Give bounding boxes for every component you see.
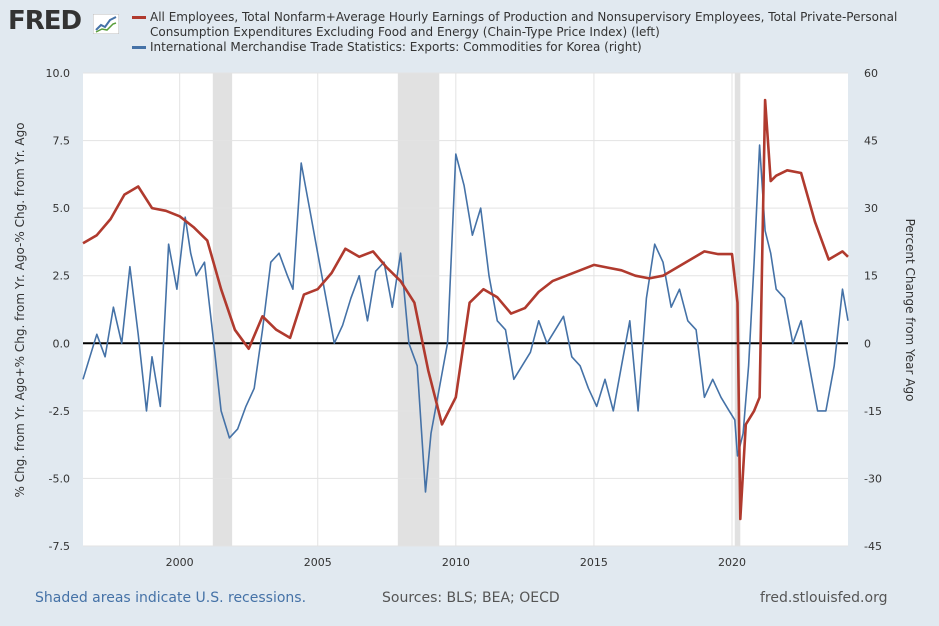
right-tick-label: 15 <box>864 270 878 283</box>
right-tick-label: 60 <box>864 67 878 80</box>
recession-note-link[interactable]: Shaded areas indicate U.S. recessions. <box>35 590 307 606</box>
x-axis-ticks: 2000 2005 2010 2015 2020 <box>166 556 746 569</box>
left-tick-label: -7.5 <box>49 540 70 553</box>
legend-label-right-series: International Merchandise Trade Statisti… <box>150 40 642 54</box>
x-tick-label: 2015 <box>580 556 608 569</box>
series-line-left[interactable] <box>82 98 849 521</box>
chart-area[interactable]: -7.5 -5.0 -2.5 0.0 2.5 5.0 7.5 10.0 -45 -30 -15 0 1… <box>0 0 939 580</box>
recession-band-1 <box>397 73 440 546</box>
legend-swatch-red <box>132 16 146 19</box>
right-tick-label: 0 <box>864 337 871 350</box>
right-tick-label: -30 <box>864 472 882 485</box>
recession-band-0 <box>212 73 233 546</box>
x-tick-label: 2010 <box>442 556 470 569</box>
legend-item-right-series[interactable]: International Merchandise Trade Statisti… <box>132 40 922 55</box>
x-tick-label: 2000 <box>166 556 194 569</box>
right-tick-label: -45 <box>864 540 882 553</box>
left-tick-label: -5.0 <box>49 472 70 485</box>
series-lines <box>82 98 849 521</box>
fred-logo[interactable]: FRED <box>8 6 82 36</box>
sources-text: Sources: BLS; BEA; OECD <box>382 590 560 606</box>
x-tick-label: 2020 <box>718 556 746 569</box>
gridlines <box>83 72 848 547</box>
left-axis-ticks: -7.5 -5.0 -2.5 0.0 2.5 5.0 7.5 10.0 <box>46 67 71 553</box>
left-tick-label: 2.5 <box>53 270 71 283</box>
right-tick-label: -15 <box>864 405 882 418</box>
right-tick-label: 45 <box>864 135 878 148</box>
left-tick-label: 5.0 <box>53 202 71 215</box>
legend-item-left-series[interactable]: All Employees, Total Nonfarm+Average Hou… <box>132 10 922 40</box>
right-axis-ticks: -45 -30 -15 0 15 30 45 60 <box>864 67 882 553</box>
chart-legend: All Employees, Total Nonfarm+Average Hou… <box>132 10 922 55</box>
left-tick-label: 7.5 <box>53 135 71 148</box>
x-tick-label: 2005 <box>304 556 332 569</box>
right-axis-title: Percent Change from Year Ago <box>903 219 917 402</box>
left-tick-label: 0.0 <box>53 337 71 350</box>
series-line-right[interactable] <box>82 144 849 493</box>
left-tick-label: -2.5 <box>49 405 70 418</box>
right-tick-label: 30 <box>864 202 878 215</box>
legend-label-left-series: All Employees, Total Nonfarm+Average Hou… <box>150 10 898 39</box>
legend-swatch-blue <box>132 46 146 49</box>
left-tick-label: 10.0 <box>46 67 71 80</box>
site-link[interactable]: fred.stlouisfed.org <box>760 590 888 606</box>
left-axis-title: % Chg. from Yr. Ago+% Chg. from Yr. Ago-… <box>13 122 27 497</box>
plot-background <box>83 73 848 546</box>
recession-shading <box>212 73 741 546</box>
fred-graph-icon <box>93 14 119 34</box>
